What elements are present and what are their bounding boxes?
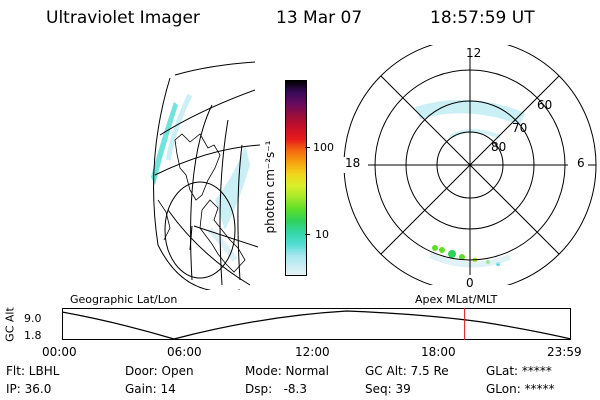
glon-info: GLon: ***** — [486, 382, 555, 396]
timeline-ytick-high: 9.0 — [24, 312, 42, 325]
filter-info: Flt: LBHL — [6, 364, 60, 378]
mlt-label-12: 12 — [466, 46, 482, 60]
timeline-xtick-4: 23:59 — [547, 345, 582, 359]
mlat-label-60: 60 — [537, 98, 553, 112]
colorbar-tick-100 — [305, 147, 310, 148]
ip-info: IP: 36.0 — [6, 382, 52, 396]
polar-plot — [340, 45, 597, 285]
timeline-xtick-0: 00:00 — [42, 345, 77, 359]
altitude-curve — [62, 310, 572, 340]
instrument-title: Ultraviolet Imager — [46, 8, 200, 28]
timeline-ytick-low: 1.8 — [24, 329, 42, 342]
colorbar-units: photon cm⁻²s⁻¹ — [263, 140, 277, 234]
earth-limb — [153, 77, 240, 290]
timeline-xtick-1: 06:00 — [167, 345, 202, 359]
timeline-left-title: Geographic Lat/Lon — [70, 293, 178, 306]
dsp-info: Dsp: -8.3 — [245, 382, 308, 396]
glat-info: GLat: ***** — [486, 364, 552, 378]
mlat-label-80: 80 — [491, 140, 507, 154]
colorbar-label-100: 100 — [313, 141, 334, 154]
gain-info: Gain: 14 — [125, 382, 176, 396]
door-info: Door: Open — [125, 364, 194, 378]
date-label: 13 Mar 07 — [276, 8, 363, 28]
seq-info: Seq: 39 — [365, 382, 411, 396]
colorbar-label-10: 10 — [315, 228, 329, 241]
timeline-xtick-3: 18:00 — [421, 345, 456, 359]
gc-alt-info: GC Alt: 7.5 Re — [365, 364, 449, 378]
coastline-europe — [199, 199, 246, 273]
timeline-ylabel: GC Alt — [3, 307, 17, 342]
timeline-xtick-2: 12:00 — [295, 345, 330, 359]
colorbar-tick-10 — [305, 234, 310, 235]
mlt-label-0: 0 — [466, 276, 474, 290]
mlt-label-18: 18 — [345, 156, 361, 170]
mlat-label-70: 70 — [512, 121, 528, 135]
coastline-greenland — [174, 133, 221, 201]
mode-info: Mode: Normal — [245, 364, 329, 378]
timeline-right-title: Apex MLat/MLT — [415, 293, 498, 306]
time-label: 18:57:59 UT — [430, 8, 535, 28]
colorbar — [285, 80, 307, 276]
mlt-label-6: 6 — [577, 156, 585, 170]
geographic-map — [151, 61, 260, 290]
orbit-altitude-plot — [62, 308, 572, 340]
